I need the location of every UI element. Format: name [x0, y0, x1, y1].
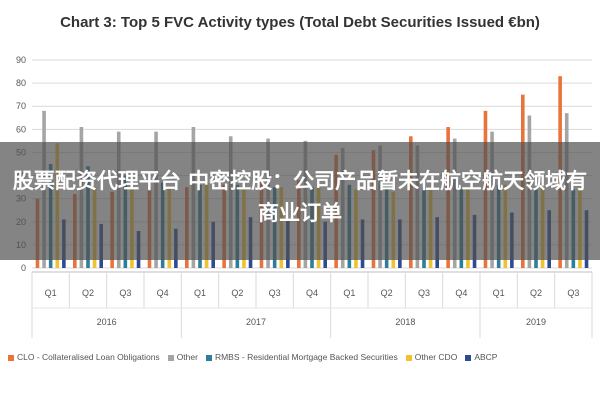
x-tick-label: Q2 — [82, 288, 94, 298]
legend-item: Other CDO — [405, 351, 458, 362]
x-tick-label: Q4 — [306, 288, 318, 298]
banner-headline[interactable]: 股票配资代理平台 中密控股：公司产品暂未在航空航天领域有商业订单 — [12, 169, 588, 225]
x-tick-label: Q3 — [269, 288, 281, 298]
y-tick-label: 60 — [16, 124, 26, 134]
y-tick-label: 0 — [21, 263, 26, 273]
y-tick-label: 80 — [16, 78, 26, 88]
overlay-banner — [0, 142, 600, 260]
x-tick-label: Q3 — [119, 288, 131, 298]
legend-swatch — [167, 354, 174, 361]
y-tick-label: 90 — [16, 55, 26, 65]
legend-label: Other CDO — [414, 351, 458, 362]
x-tick-label: Q3 — [418, 288, 430, 298]
legend-label: CLO - Collateralised Loan Obligations — [17, 351, 160, 362]
x-tick-label: Q2 — [231, 288, 243, 298]
x-tick-label: Q1 — [45, 288, 57, 298]
x-tick-label: Q1 — [194, 288, 206, 298]
legend-swatch — [8, 354, 14, 361]
legend-item: CLO - Collateralised Loan Obligations — [8, 352, 160, 362]
x-tick-label: Q4 — [455, 288, 467, 298]
legend-label: Other — [176, 351, 198, 362]
legend-label: ABCP — [474, 351, 498, 362]
year-label: 2019 — [526, 317, 546, 327]
legend-swatch — [205, 354, 212, 361]
year-axis: 2016 2017 2018 2019 — [31, 307, 593, 338]
legend: CLO - Collateralised Loan Obligations Oth… — [8, 351, 600, 369]
y-tick-label: 70 — [16, 101, 26, 111]
legend-label: RMBS - Residential Mortgage Backed Secur… — [214, 351, 398, 362]
year-label: 2016 — [97, 317, 117, 327]
x-tick-label: Q3 — [567, 288, 579, 298]
x-tick-label: Q2 — [381, 288, 393, 298]
year-label: 2018 — [395, 317, 415, 327]
year-label: 2017 — [246, 317, 266, 327]
legend-swatch — [465, 354, 472, 361]
legend-item: Other — [167, 351, 198, 362]
x-tick-label: Q2 — [530, 288, 542, 298]
x-axis-ticks: Q1 Q2 Q3 Q4 Q1 Q2 Q3 Q4 Q1 Q2 Q3 Q4 Q1 Q2 Q3 — [31, 271, 593, 308]
x-tick-label: Q4 — [157, 288, 169, 298]
x-tick-label: Q1 — [493, 288, 505, 298]
legend-item: RMBS - Residential Mortgage Backed Secur… — [205, 351, 398, 362]
legend-item: ABCP — [465, 352, 497, 362]
chart-title: Chart 3: Top 5 FVC Activity types (Total… — [60, 14, 540, 31]
legend-swatch — [405, 354, 412, 361]
x-tick-label: Q1 — [343, 288, 355, 298]
